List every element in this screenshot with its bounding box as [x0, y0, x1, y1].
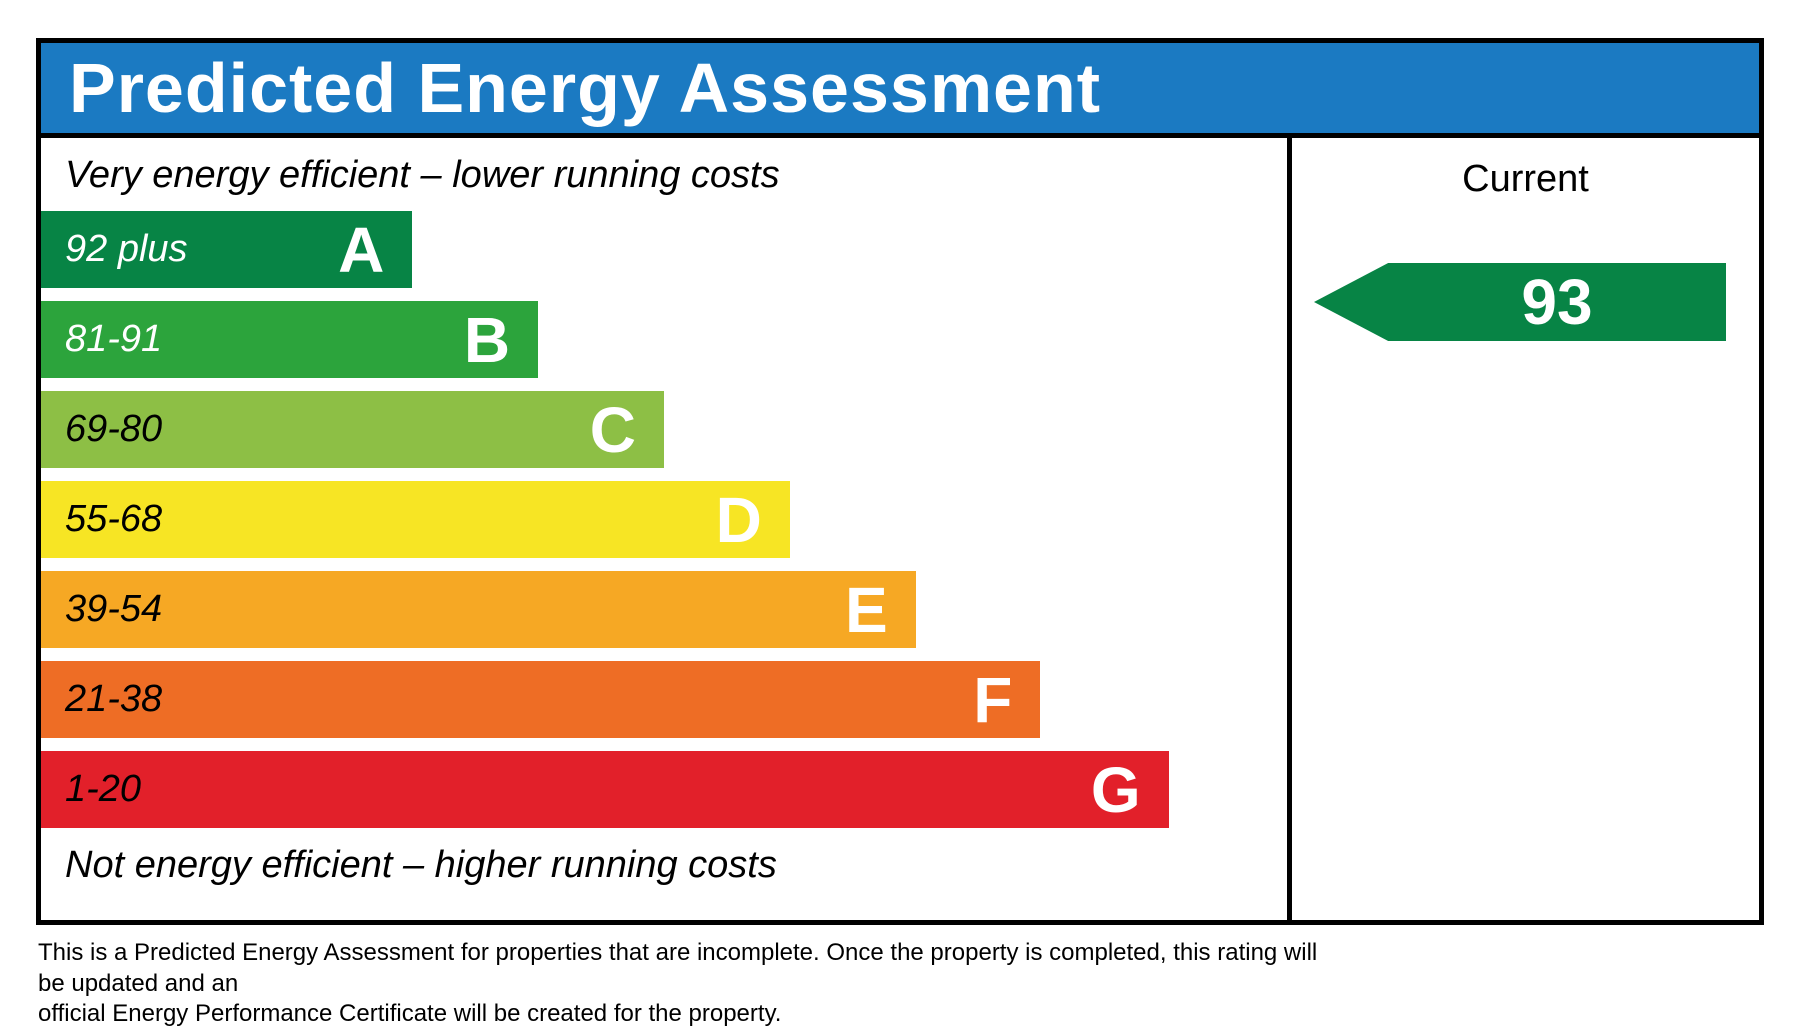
- band-row-d: 55-68 D: [41, 481, 790, 558]
- epc-body: Very energy efficient – lower running co…: [41, 138, 1759, 920]
- band-range-label: 92 plus: [65, 228, 188, 270]
- band-letter: D: [715, 483, 762, 556]
- band-range-label: 21-38: [65, 678, 163, 720]
- band-letter: A: [338, 213, 385, 286]
- caption-not-efficient: Not energy efficient – higher running co…: [65, 844, 777, 886]
- current-heading: Current: [1462, 158, 1589, 200]
- band-row-e: 39-54 E: [41, 571, 916, 648]
- band-letter: G: [1090, 753, 1141, 826]
- band-range-label: 55-68: [65, 498, 163, 540]
- band-letter: E: [845, 573, 888, 646]
- band-letter: F: [973, 663, 1013, 736]
- footer-note: This is a Predicted Energy Assessment fo…: [38, 938, 1348, 1030]
- current-rating-value: 93: [1521, 266, 1593, 338]
- footer-note-line2: official Energy Performance Certificate …: [38, 1000, 782, 1028]
- band-row-f: 21-38 F: [41, 661, 1041, 738]
- band-row-b: 81-91 B: [41, 301, 539, 378]
- rating-chart: Very energy efficient – lower running co…: [41, 138, 1287, 920]
- band-letter: C: [589, 393, 636, 466]
- rating-bands: 92 plus A 81-91 B 69-80 C 55-68 D: [41, 211, 1287, 828]
- band-row-c: 69-80 C: [41, 391, 664, 468]
- epc-chart-box: Predicted Energy Assessment Very energy …: [36, 38, 1764, 925]
- band-range-label: 69-80: [65, 408, 163, 450]
- band-row-a: 92 plus A: [41, 211, 413, 288]
- page-title: Predicted Energy Assessment: [69, 49, 1102, 127]
- band-range-label: 1-20: [65, 768, 142, 810]
- band-row-g: 1-20 G: [41, 751, 1169, 828]
- footer-note-line1: This is a Predicted Energy Assessment fo…: [38, 939, 1318, 997]
- band-letter: B: [463, 303, 511, 376]
- band-range-label: 81-91: [65, 318, 163, 360]
- caption-very-efficient: Very energy efficient – lower running co…: [65, 154, 780, 196]
- current-rating-arrow: 93: [1314, 263, 1726, 341]
- current-rating-panel: Current 93: [1287, 138, 1759, 920]
- band-range-label: 39-54: [65, 588, 163, 630]
- header-bar: Predicted Energy Assessment: [41, 43, 1759, 138]
